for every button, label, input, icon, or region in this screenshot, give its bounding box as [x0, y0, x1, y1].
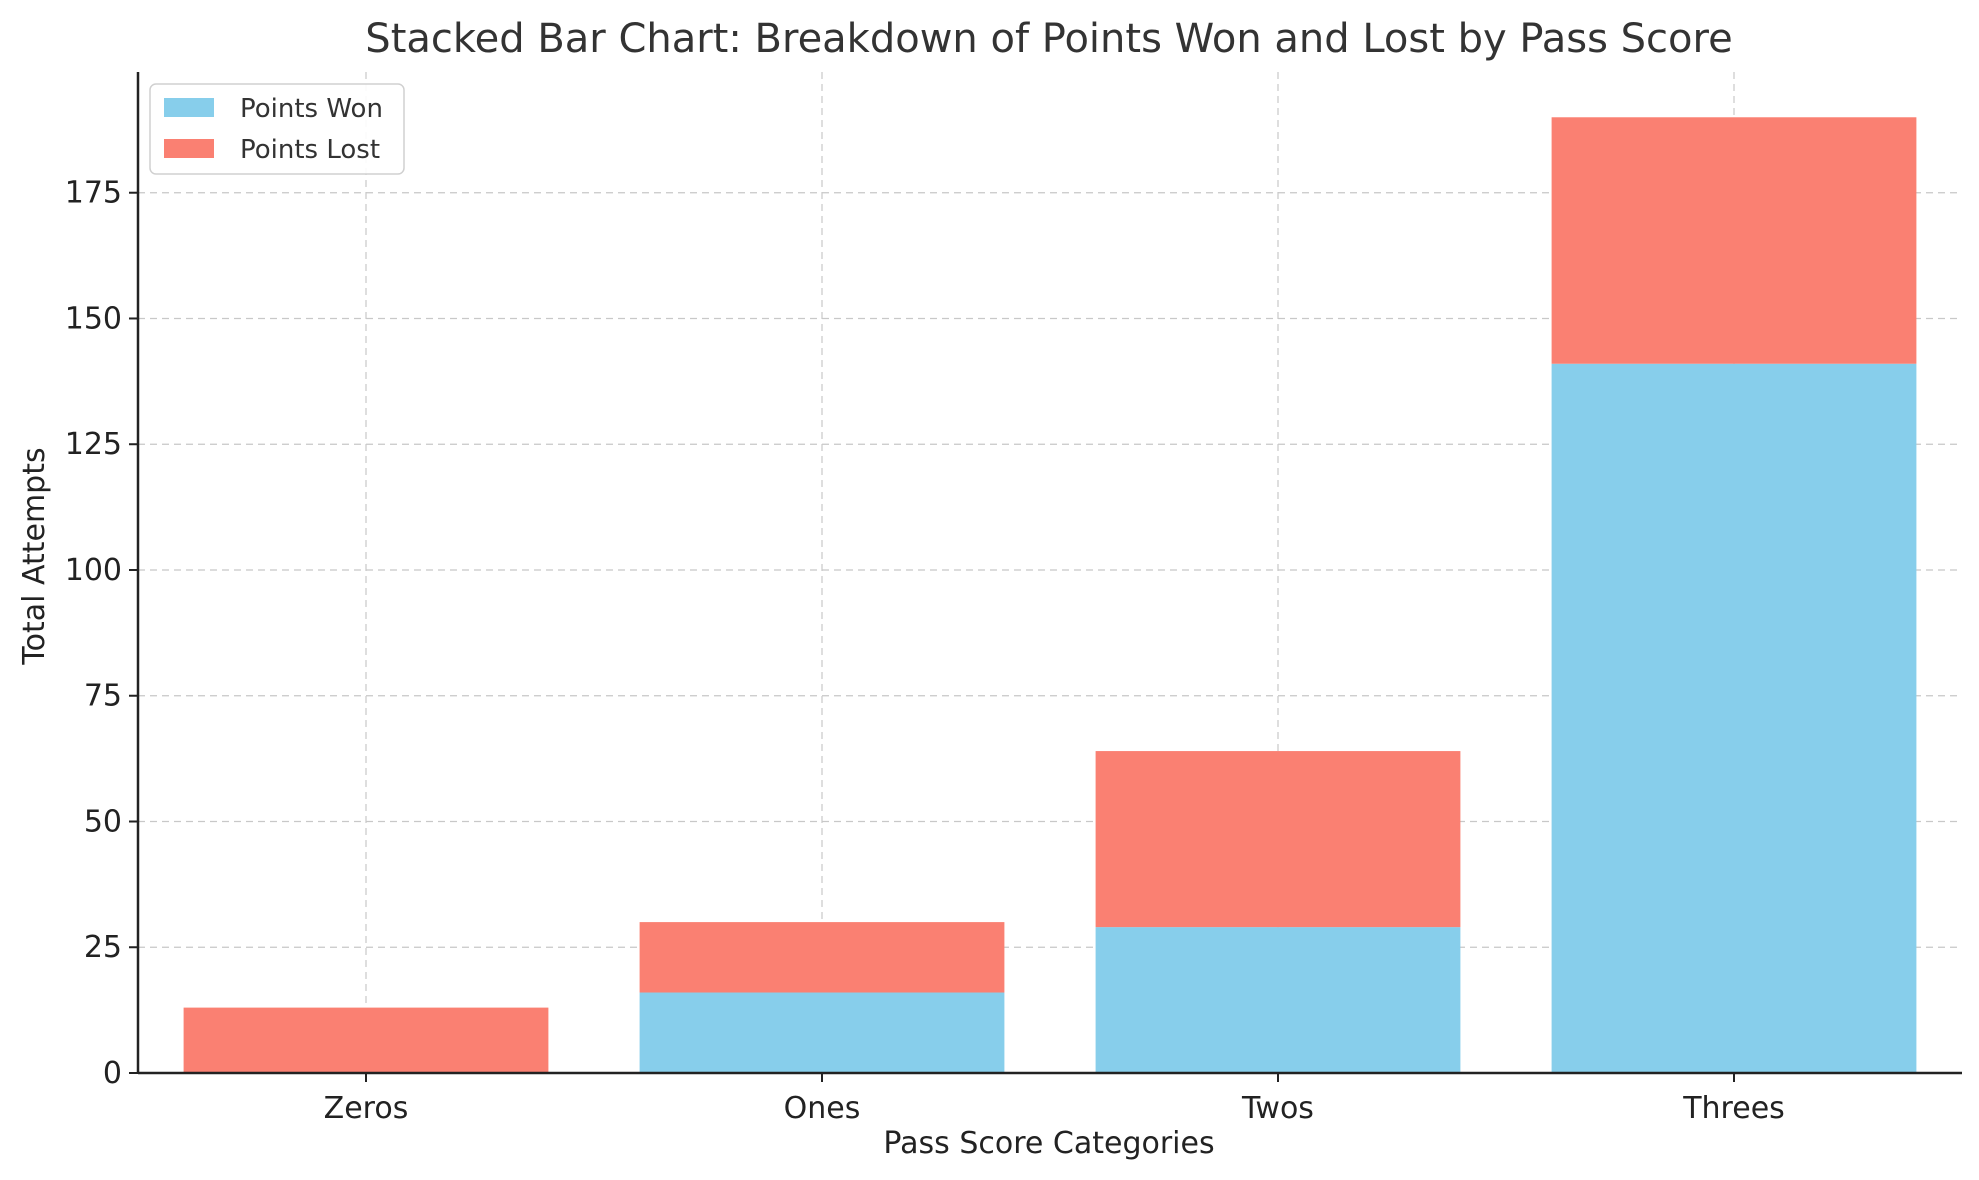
y-tick-label-125: 125 — [65, 427, 122, 462]
y-tick-label-75: 75 — [84, 679, 122, 714]
x-tick-label-ones: Ones — [784, 1091, 861, 1126]
bar-points-lost-twos — [1095, 751, 1461, 928]
y-axis-label: Total Attempts — [17, 447, 52, 665]
y-tick-label-25: 25 — [84, 930, 122, 965]
bar-points-lost-zeros — [183, 1007, 549, 1073]
x-tick-label-twos: Twos — [1241, 1091, 1314, 1126]
legend-label-points-lost: Points Lost — [240, 135, 380, 165]
y-tick-label-100: 100 — [65, 553, 122, 588]
x-axis-label: Pass Score Categories — [883, 1126, 1214, 1161]
x-tick-label-threes: Threes — [1682, 1091, 1785, 1126]
y-tick-label-150: 150 — [65, 301, 122, 336]
bar-points-won-threes — [1551, 363, 1917, 1073]
bar-points-lost-ones — [639, 922, 1005, 993]
y-tick-label-50: 50 — [84, 804, 122, 839]
bar-points-lost-threes — [1551, 117, 1917, 364]
legend-swatch-points-won — [164, 98, 214, 117]
y-tick-label-175: 175 — [65, 176, 122, 211]
bar-points-won-ones — [639, 992, 1005, 1073]
chart-title: Stacked Bar Chart: Breakdown of Points W… — [365, 16, 1732, 62]
bar-points-won-twos — [1095, 927, 1461, 1073]
tick-labels: 0 25 50 75 100 125 150 175 Zeros Ones Twos Threes — [65, 176, 1785, 1126]
legend-label-points-won: Points Won — [240, 94, 383, 124]
legend-swatch-points-lost — [164, 139, 214, 158]
axes — [136, 72, 1962, 1075]
x-tick-label-zeros: Zeros — [324, 1091, 409, 1126]
legend: Points Won Points Lost — [149, 83, 405, 175]
y-tick-label-0: 0 — [103, 1056, 122, 1091]
bars — [183, 117, 1917, 1073]
